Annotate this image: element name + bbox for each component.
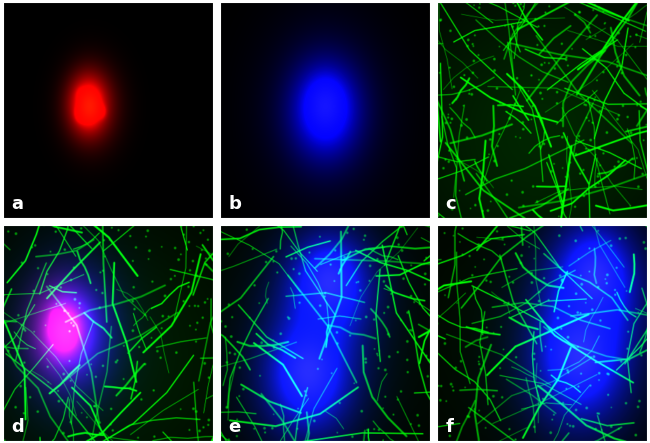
Text: b: b [229, 195, 241, 213]
Text: d: d [12, 418, 25, 436]
Text: c: c [445, 195, 456, 213]
Text: e: e [229, 418, 241, 436]
Text: f: f [445, 418, 454, 436]
Text: a: a [12, 195, 23, 213]
